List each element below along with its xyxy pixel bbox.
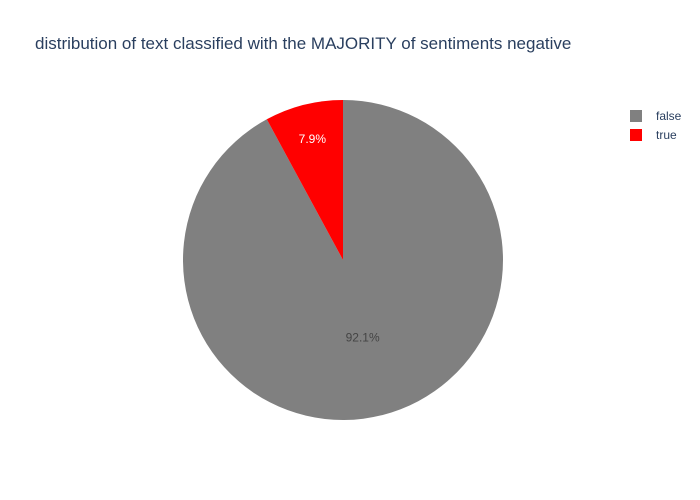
legend-label-false: false xyxy=(656,108,682,123)
slice-label-false: 92.1% xyxy=(346,331,380,345)
chart-title: distribution of text classified with the… xyxy=(35,34,572,53)
pie-slice-false[interactable] xyxy=(182,100,503,420)
legend[interactable]: false true xyxy=(630,106,681,144)
slice-label-true: 7.9% xyxy=(299,132,327,146)
legend-item-false[interactable]: false xyxy=(630,106,681,125)
legend-swatch-true xyxy=(630,128,642,141)
legend-swatch-false xyxy=(630,109,642,122)
legend-label-true: true xyxy=(656,127,677,142)
pie-slice-true[interactable] xyxy=(266,100,343,260)
legend-item-true[interactable]: true xyxy=(630,125,681,144)
